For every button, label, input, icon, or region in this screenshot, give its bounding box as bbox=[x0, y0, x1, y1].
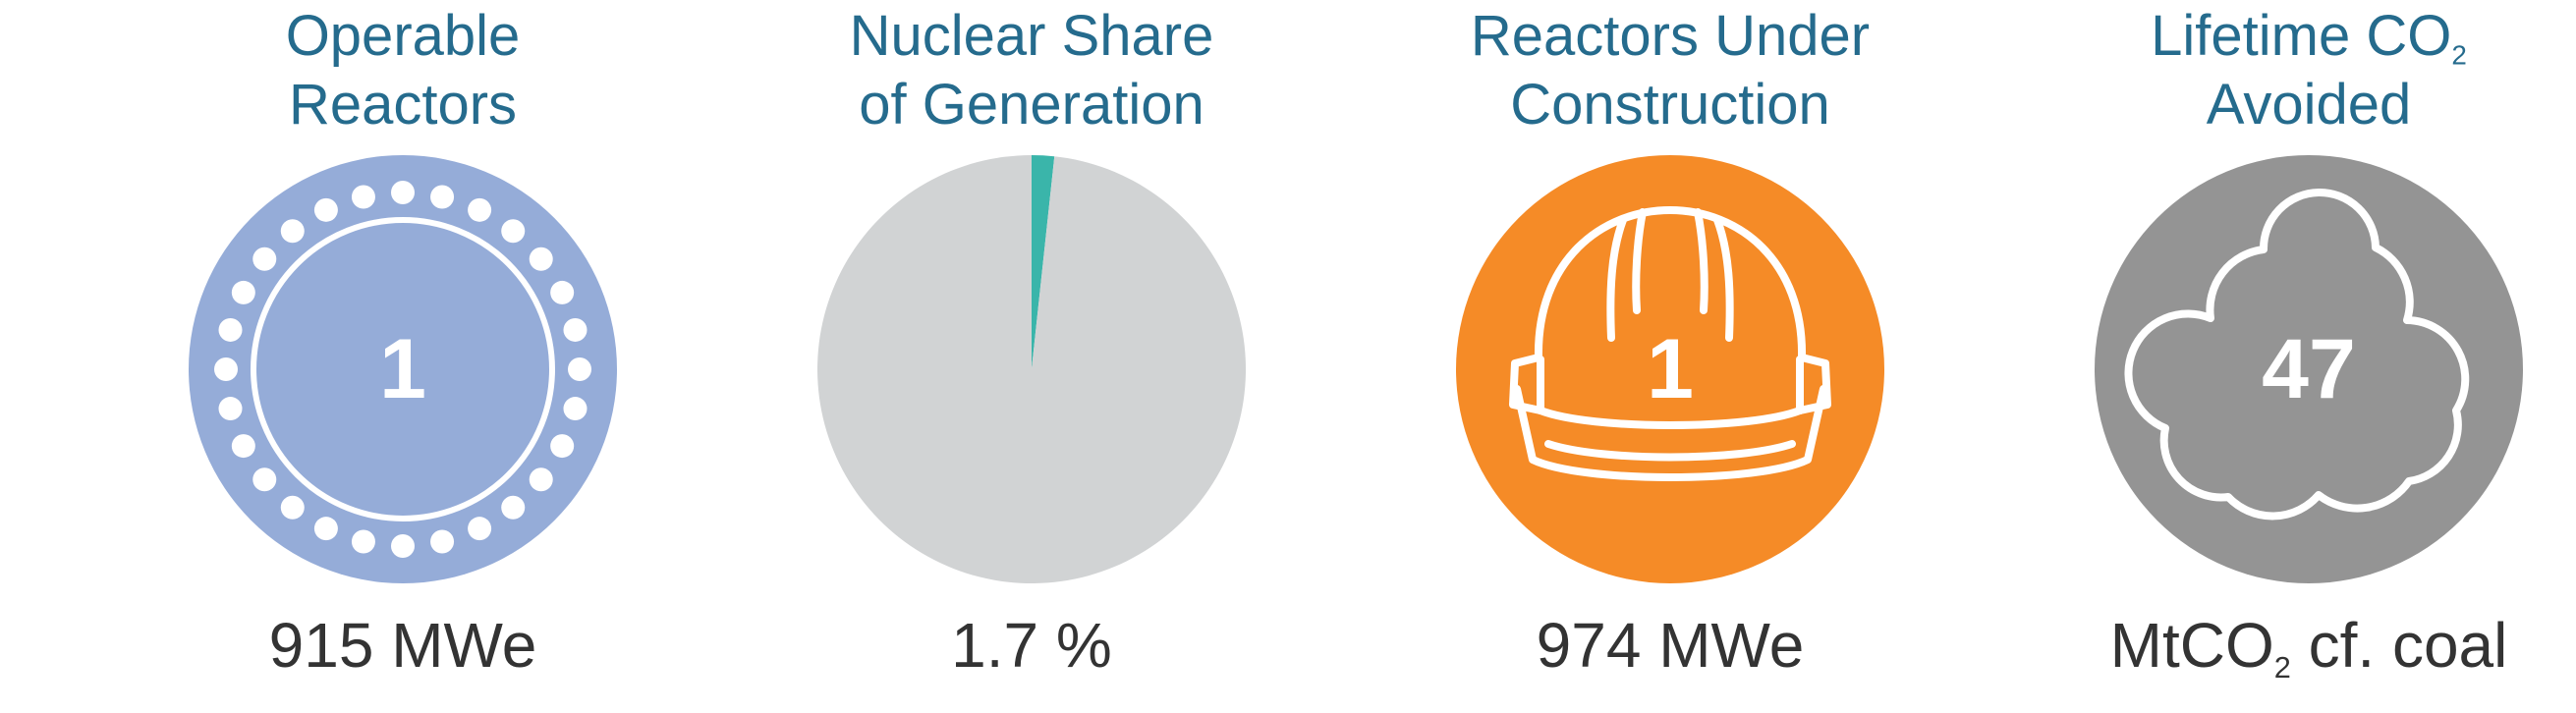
reactor-dot bbox=[214, 357, 238, 381]
reactor-dot bbox=[563, 397, 588, 421]
reactor-dot bbox=[231, 434, 255, 459]
nuclear-share-pie bbox=[815, 153, 1248, 585]
reactor-dot bbox=[568, 357, 591, 381]
reactor-dot bbox=[529, 247, 553, 271]
reactor-dot bbox=[351, 185, 375, 209]
reactor-dot bbox=[218, 317, 243, 342]
reactor-dot bbox=[252, 247, 277, 271]
reactor-dot bbox=[430, 185, 455, 209]
reactor-dot bbox=[391, 534, 415, 558]
reactor-dot bbox=[280, 219, 305, 244]
pie-slice-other bbox=[817, 155, 1247, 583]
operable-capacity: 915 MWe bbox=[268, 610, 537, 681]
nuclear-share-stat: Nuclear Share of Generation 1.7 % bbox=[776, 0, 1287, 713]
nuclear-share-title: Nuclear Share of Generation bbox=[849, 4, 1214, 137]
operable-reactors-title: Operable Reactors bbox=[285, 4, 521, 137]
operable-reactors-stat: Operable Reactors 1 915 MWe bbox=[147, 0, 658, 713]
reactor-dot bbox=[529, 467, 553, 492]
construction-title: Reactors Under Construction bbox=[1470, 4, 1871, 137]
reactor-dot bbox=[563, 317, 588, 342]
reactor-dot bbox=[468, 517, 492, 541]
co2-avoided-title: Lifetime CO2 Avoided bbox=[2151, 4, 2467, 137]
reactor-dot bbox=[218, 397, 243, 421]
reactor-dot bbox=[313, 197, 338, 222]
construction-count: 1 bbox=[1647, 321, 1694, 416]
reactor-dot bbox=[351, 529, 375, 554]
co2-unit-label: MtCO2 cf. coal bbox=[2109, 610, 2508, 685]
co2-avoided-count: 47 bbox=[2262, 321, 2356, 416]
reactor-dot bbox=[501, 219, 526, 244]
operable-reactors-count: 1 bbox=[379, 321, 426, 416]
construction-stat: Reactors Under Construction bbox=[1415, 0, 1926, 713]
nuclear-share-value: 1.7 % bbox=[951, 610, 1112, 681]
reactor-dot bbox=[468, 197, 492, 222]
reactor-dot bbox=[391, 181, 415, 204]
reactor-dot bbox=[313, 517, 338, 541]
construction-capacity: 974 MWe bbox=[1536, 610, 1805, 681]
reactor-ring-icon bbox=[187, 153, 619, 585]
reactor-dot bbox=[550, 434, 575, 459]
reactor-dot bbox=[430, 529, 455, 554]
reactor-dot bbox=[280, 495, 305, 520]
cloud-icon bbox=[2093, 153, 2525, 585]
reactor-dot bbox=[231, 280, 255, 304]
reactor-dot bbox=[501, 495, 526, 520]
co2-avoided-stat: Lifetime CO2 Avoided 47 MtCO2 cf. coal bbox=[2053, 0, 2564, 713]
hard-hat-icon bbox=[1454, 153, 1886, 585]
pie-slice-nuclear bbox=[1032, 155, 1055, 369]
reactor-dot bbox=[550, 280, 575, 304]
reactor-dot bbox=[252, 467, 277, 492]
